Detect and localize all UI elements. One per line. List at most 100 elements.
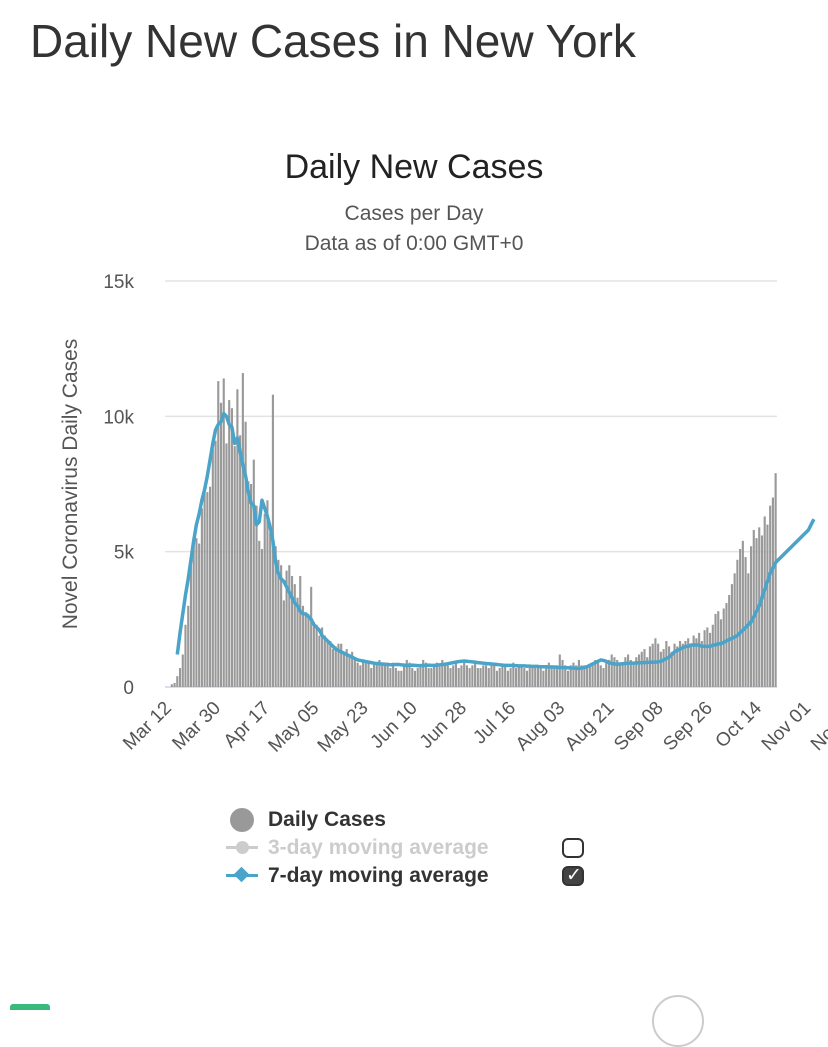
daily-cases-bar xyxy=(323,635,326,687)
legend-item-daily-cases[interactable]: Daily Cases xyxy=(226,806,489,834)
daily-cases-bar xyxy=(427,668,430,687)
daily-cases-bar xyxy=(629,659,632,687)
legend-item-7-day-average[interactable]: 7-day moving average xyxy=(226,862,584,890)
daily-cases-bar xyxy=(657,643,660,687)
daily-cases-bar xyxy=(711,624,714,687)
daily-cases-bar xyxy=(348,657,351,687)
daily-cases-bar xyxy=(378,659,381,687)
x-tick-label: Mar 30 xyxy=(168,698,225,755)
daily-cases-bar xyxy=(651,643,654,687)
daily-cases-bar xyxy=(550,665,553,687)
daily-cases-bar xyxy=(509,668,512,687)
daily-cases-bar xyxy=(730,584,733,687)
daily-cases-bar xyxy=(383,665,387,687)
daily-cases-bar xyxy=(203,489,206,687)
moving-average-lines xyxy=(175,411,816,671)
daily-cases-bar xyxy=(362,659,365,687)
daily-cases-bar xyxy=(173,682,176,687)
daily-cases-bar xyxy=(318,635,321,687)
daily-cases-bar xyxy=(763,516,766,687)
bottom-tab-indicator[interactable] xyxy=(10,1004,50,1010)
daily-cases-bar xyxy=(329,640,332,687)
daily-cases-bar xyxy=(249,484,253,687)
daily-cases-bar xyxy=(662,649,665,687)
daily-cases-bar xyxy=(416,668,419,687)
daily-cases-bar xyxy=(345,649,348,687)
daily-cases-bar xyxy=(588,665,591,687)
daily-cases-bar xyxy=(769,505,772,687)
3-day-average-checkbox[interactable] xyxy=(562,838,584,858)
daily-cases-bar xyxy=(236,389,239,687)
daily-cases-bar xyxy=(760,535,764,687)
daily-cases-bar xyxy=(616,659,619,687)
x-tick-label: Nov 01 xyxy=(758,698,815,755)
daily-cases-bar xyxy=(564,665,567,687)
daily-cases-bar xyxy=(476,668,479,687)
daily-cases-bar xyxy=(747,573,750,687)
legend: Daily Cases 3-day moving average 7-day m… xyxy=(226,806,584,890)
daily-cases-bar xyxy=(274,546,277,687)
daily-cases-bar xyxy=(561,659,564,687)
bottom-circle-button[interactable] xyxy=(652,995,704,1047)
daily-cases-bar xyxy=(277,559,280,687)
daily-cases-bar xyxy=(594,659,597,687)
daily-cases-bar xyxy=(176,676,179,687)
daily-cases-bar xyxy=(536,665,540,687)
daily-cases-bar xyxy=(400,670,403,687)
chart-data-date: Data as of 0:00 GMT+0 xyxy=(305,232,524,255)
daily-cases-bar xyxy=(555,665,559,687)
daily-cases-bar xyxy=(189,565,193,687)
daily-cases-bar xyxy=(397,670,400,687)
x-tick-label: Aug 03 xyxy=(512,698,569,755)
daily-cases-bar xyxy=(610,654,613,687)
daily-cases-bar xyxy=(258,540,261,687)
daily-cases-bar xyxy=(498,668,501,687)
daily-cases-bar xyxy=(531,665,534,687)
daily-cases-bar xyxy=(310,586,313,687)
x-tick-label: Jun 28 xyxy=(416,698,471,753)
daily-cases-bar xyxy=(304,613,307,687)
legend-line-circle-marker xyxy=(226,834,262,862)
7-day-average-checkbox[interactable] xyxy=(562,864,584,887)
x-tick-label: Sep 08 xyxy=(610,698,667,755)
daily-cases-bar xyxy=(340,643,343,687)
daily-cases-bar xyxy=(285,570,288,687)
daily-cases-bar xyxy=(621,662,624,687)
daily-cases-bar xyxy=(209,486,212,687)
daily-cases-bar xyxy=(719,619,723,687)
y-axis-label: Novel Coronavirus Daily Cases xyxy=(59,339,82,630)
daily-cases-bar xyxy=(725,603,728,687)
daily-cases-bar xyxy=(367,662,370,687)
daily-cases-bar xyxy=(479,668,482,687)
legend-item-3-day-average[interactable]: 3-day moving average xyxy=(226,834,584,862)
daily-cases-bar xyxy=(307,613,310,687)
daily-cases-bar xyxy=(315,624,318,687)
page-title: Daily New Cases in New York xyxy=(30,15,636,67)
daily-cases-bar xyxy=(599,665,602,687)
daily-cases-bar xyxy=(370,668,373,687)
daily-cases-bar xyxy=(673,643,676,687)
daily-cases-bar xyxy=(484,665,488,687)
daily-cases-bar xyxy=(528,668,531,687)
daily-cases-bar xyxy=(170,684,173,687)
daily-cases-bar xyxy=(572,662,575,687)
daily-cases-bar xyxy=(605,662,608,687)
daily-cases-bar xyxy=(411,668,414,687)
daily-cases-bar xyxy=(515,668,518,687)
daily-cases-bar xyxy=(695,638,698,687)
daily-cases-bar xyxy=(206,492,209,687)
daily-cases-bar xyxy=(359,665,362,687)
daily-cases-bar xyxy=(668,646,671,687)
x-tick-label: May 05 xyxy=(265,698,324,757)
daily-cases-bar xyxy=(474,662,477,687)
legend-label: Daily Cases xyxy=(268,808,386,831)
y-tick-label: 5k xyxy=(114,543,135,564)
daily-cases-bar xyxy=(542,670,545,687)
daily-cases-bar xyxy=(534,668,537,687)
y-tick-label: 10k xyxy=(103,407,134,428)
legend-label: 3-day moving average xyxy=(268,836,489,859)
daily-cases-bar xyxy=(217,381,220,687)
daily-cases-bar xyxy=(326,640,329,687)
daily-cases-bar xyxy=(520,665,523,687)
